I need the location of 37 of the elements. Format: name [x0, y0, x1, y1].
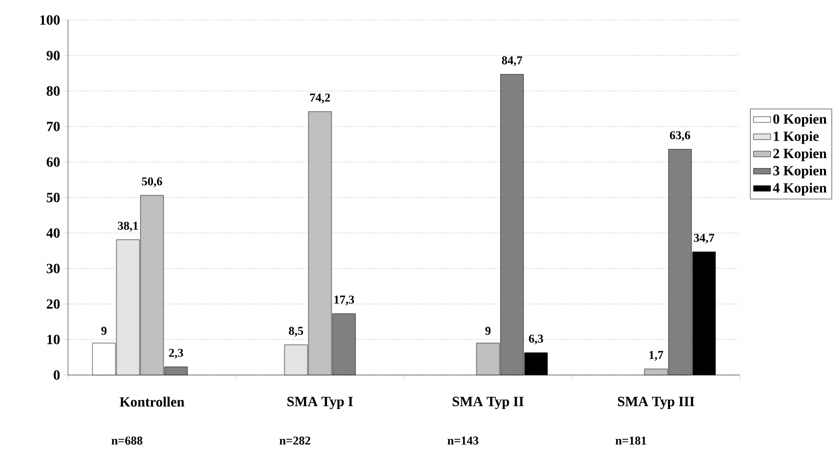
data-label: 9	[485, 326, 491, 335]
data-label: 38,1	[118, 222, 138, 232]
data-label: 84,7	[502, 56, 522, 66]
legend-label: 2 Kopien	[773, 148, 827, 162]
data-label: 34,7	[694, 234, 714, 244]
text: n=143	[448, 436, 478, 445]
data-label: 50,6	[142, 177, 162, 188]
y-tick-label: 100	[40, 15, 60, 25]
data-label: 2,3	[169, 348, 184, 359]
text: n=181	[616, 436, 646, 445]
y-tick-label: 60	[46, 157, 60, 167]
data-label: 6,3	[528, 334, 544, 344]
y-tick-label: 20	[46, 299, 60, 309]
text: n=282	[280, 436, 310, 445]
x-tick-label: SMA Typ III	[618, 396, 694, 410]
legend-label: 1 Kopie	[774, 131, 819, 144]
y-tick-label: 0	[54, 370, 60, 380]
legend-label: 4 Kopien	[772, 182, 827, 196]
y-tick-label: 40	[46, 228, 60, 238]
y-tick-label: 30	[46, 264, 60, 274]
data-label: 17,3	[334, 296, 354, 306]
data-label: 1,7	[649, 350, 664, 361]
data-label: 63,6	[670, 131, 690, 142]
data-label: 74,2	[310, 94, 330, 104]
legend-label: 0 Kopien	[773, 114, 827, 127]
y-tick-label: 90	[46, 50, 60, 60]
y-tick-label: 80	[46, 86, 60, 96]
legend-label: 3 Kopien	[773, 166, 827, 178]
y-tick-label: 50	[46, 192, 60, 202]
y-tick-label: 10	[47, 334, 60, 344]
y-tick-label: 70	[47, 122, 60, 132]
data-label: 8,5	[288, 326, 304, 337]
x-tick-label: Kontrollen	[120, 396, 184, 407]
text: n=688	[112, 436, 142, 445]
x-tick-label: SMA Typ I	[287, 396, 353, 410]
data-label: 9	[101, 326, 107, 335]
x-tick-label: SMA Typ II	[452, 396, 524, 410]
